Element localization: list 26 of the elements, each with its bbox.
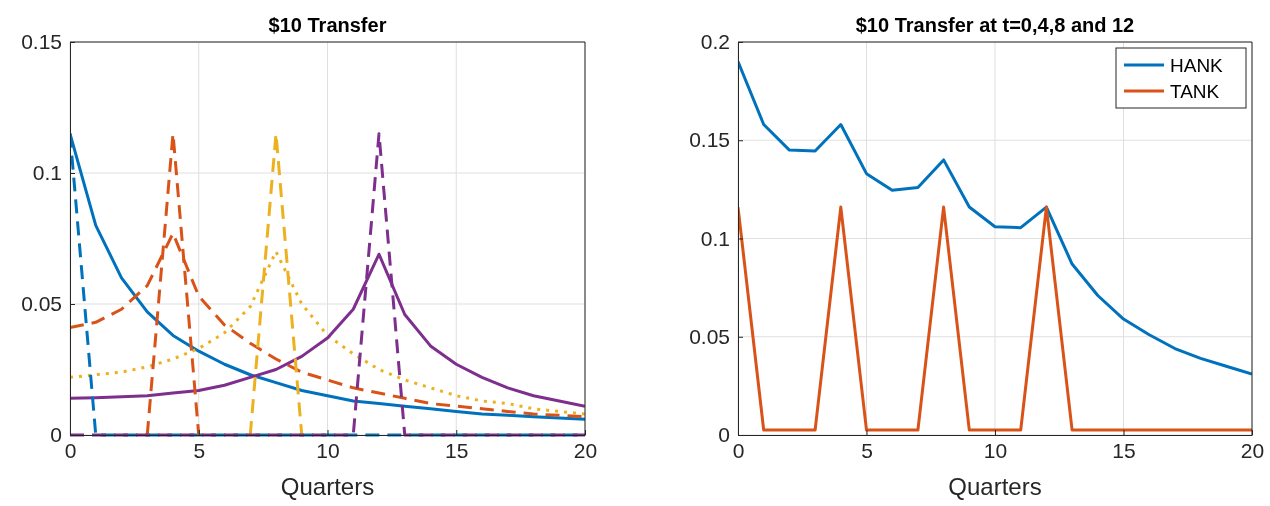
x-tick-label: 5: [193, 438, 206, 462]
y-tick-label: 0.1: [700, 226, 730, 250]
legend-label: HANK: [1170, 55, 1224, 76]
x-tick-label: 0: [64, 438, 77, 462]
x-tick-label: 0: [732, 438, 745, 462]
y-tick-label: 0.05: [21, 292, 62, 316]
chart-title: $10 Transfer: [268, 14, 387, 36]
x-axis-title: Quarters: [280, 473, 375, 500]
x-tick-label: 15: [445, 438, 469, 462]
x-tick-label: 10: [316, 438, 340, 462]
line-series: [738, 60, 1252, 376]
x-tick-label: 5: [861, 438, 873, 462]
y-tick-label: 0.05: [689, 324, 730, 348]
y-tick-label: 0: [50, 423, 62, 447]
y-tick-label: 0.15: [21, 30, 62, 54]
x-tick-label: 15: [1112, 438, 1136, 462]
y-tick-label: 0: [718, 423, 730, 447]
y-tick-label: 0.2: [700, 30, 730, 54]
y-tick-label: 0.15: [689, 128, 730, 152]
x-axis-title: Quarters: [948, 473, 1042, 500]
x-tick-label: 20: [573, 438, 598, 462]
y-tick-label: 0.1: [32, 161, 62, 185]
x-tick-label: 10: [983, 438, 1008, 462]
x-tick-label: 20: [1240, 438, 1265, 462]
chart-title: $10 Transfer at t=0,4,8 and 12: [855, 14, 1135, 36]
legend-label: TANK: [1170, 81, 1220, 102]
